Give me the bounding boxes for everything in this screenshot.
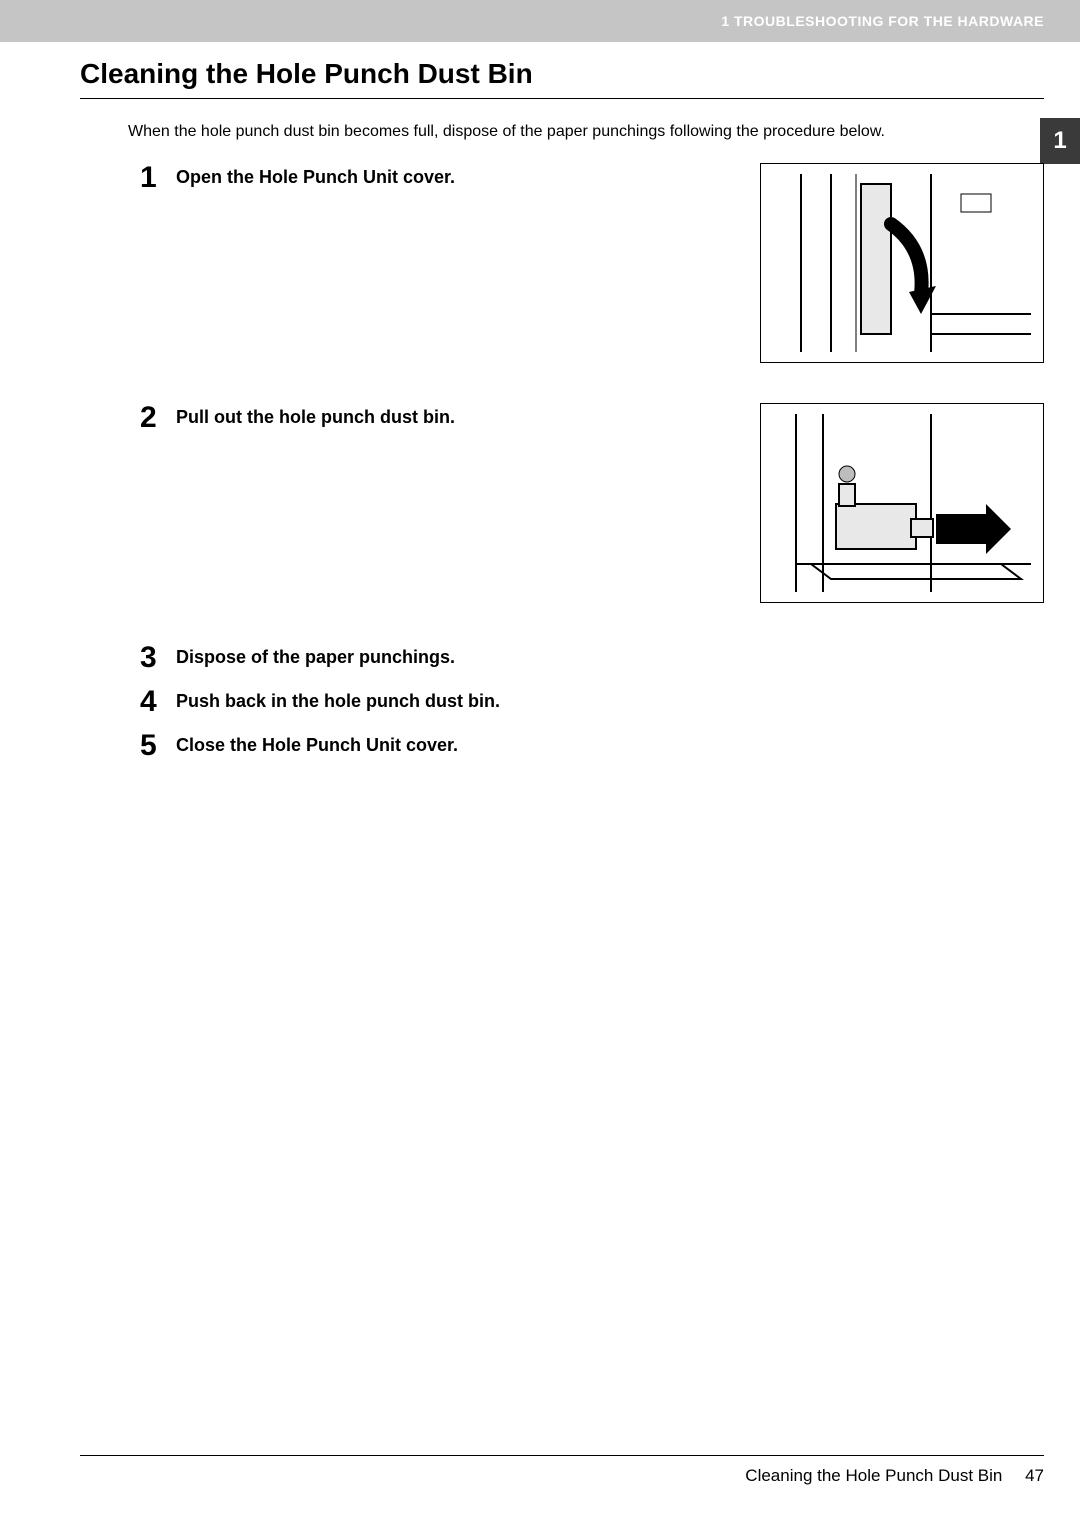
step-body: Dispose of the paper punchings.	[176, 643, 1044, 668]
step-row: 3 Dispose of the paper punchings.	[140, 643, 1044, 673]
title-rule	[80, 98, 1044, 99]
chapter-header-bar: 1 TROUBLESHOOTING FOR THE HARDWARE	[0, 0, 1080, 42]
chapter-tab-number: 1	[1053, 127, 1066, 155]
step-row: 1 Open the Hole Punch Unit cover.	[140, 163, 1044, 363]
printer-open-cover-illustration	[761, 164, 1043, 362]
page-title: Cleaning the Hole Punch Dust Bin	[80, 58, 1044, 90]
document-page: 1 TROUBLESHOOTING FOR THE HARDWARE 1 Cle…	[0, 0, 1080, 1528]
step-row: 4 Push back in the hole punch dust bin.	[140, 687, 1044, 717]
step-body: Push back in the hole punch dust bin.	[176, 687, 1044, 712]
step-text: Open the Hole Punch Unit cover.	[176, 167, 455, 187]
footer-text: Cleaning the Hole Punch Dust Bin 47	[80, 1466, 1044, 1486]
step-body: Pull out the hole punch dust bin.	[176, 403, 740, 428]
footer-page-number: 47	[1025, 1466, 1044, 1485]
page-footer: Cleaning the Hole Punch Dust Bin 47	[80, 1455, 1044, 1486]
step-1-figure	[760, 163, 1044, 363]
page-content: Cleaning the Hole Punch Dust Bin When th…	[80, 58, 1044, 1464]
intro-text: When the hole punch dust bin becomes ful…	[128, 123, 1044, 141]
step-2-figure	[760, 403, 1044, 603]
chapter-header-label: 1 TROUBLESHOOTING FOR THE HARDWARE	[721, 13, 1044, 29]
step-number: 4	[140, 687, 176, 717]
step-text: Push back in the hole punch dust bin.	[176, 691, 500, 711]
step-row: 2 Pull out the hole punch dust bin.	[140, 403, 1044, 603]
step-text: Dispose of the paper punchings.	[176, 647, 455, 667]
step-number: 2	[140, 403, 176, 433]
footer-section-title: Cleaning the Hole Punch Dust Bin	[745, 1466, 1002, 1485]
step-row: 5 Close the Hole Punch Unit cover.	[140, 731, 1044, 761]
step-body: Close the Hole Punch Unit cover.	[176, 731, 1044, 756]
chapter-tab-badge: 1	[1040, 118, 1080, 164]
step-number: 1	[140, 163, 176, 193]
step-text: Pull out the hole punch dust bin.	[176, 407, 455, 427]
footer-rule	[80, 1455, 1044, 1456]
printer-pull-bin-illustration	[761, 404, 1043, 602]
step-number: 5	[140, 731, 176, 761]
step-number: 3	[140, 643, 176, 673]
step-body: Open the Hole Punch Unit cover.	[176, 163, 740, 188]
step-text: Close the Hole Punch Unit cover.	[176, 735, 458, 755]
